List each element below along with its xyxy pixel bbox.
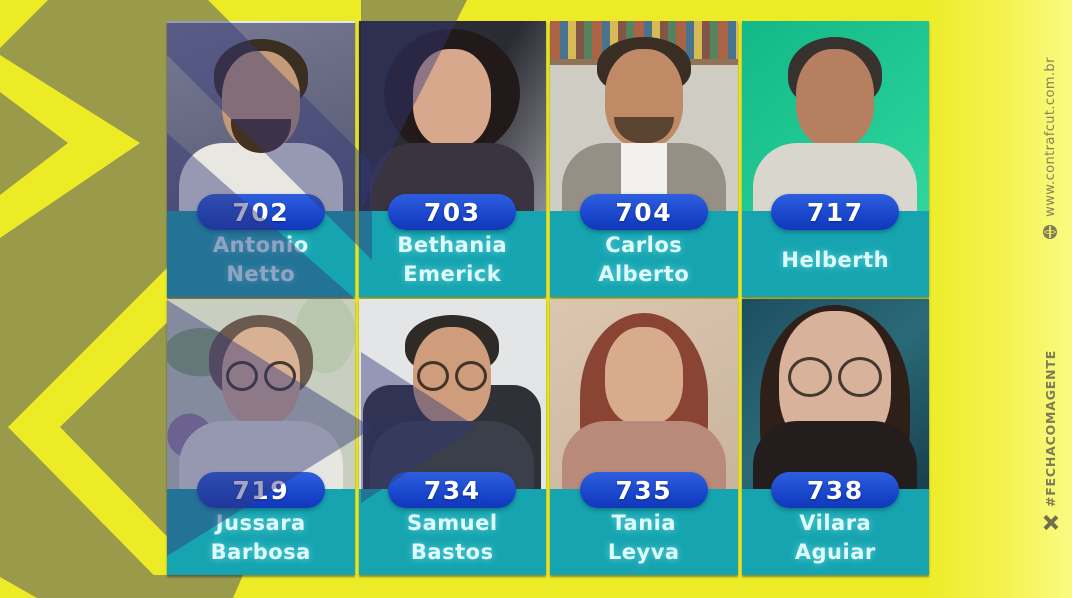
glasses-shape: [225, 361, 296, 391]
candidate-number: 702: [232, 197, 290, 227]
candidate-number: 738: [806, 475, 864, 505]
globe-icon: [1043, 224, 1057, 239]
candidate-photo: [741, 21, 929, 211]
candidate-name-line1: Jussara: [215, 511, 306, 535]
bb-chevron-pattern: [0, 0, 167, 598]
candidate-number-badge: 734: [388, 472, 517, 508]
candidate-name-line2: Alberto: [598, 262, 690, 286]
candidate-number-badge: 703: [388, 194, 517, 230]
candidate-name-line2: Leyva: [607, 540, 680, 564]
candidate-number: 719: [232, 475, 290, 505]
candidate-name-line1: Carlos: [605, 233, 683, 257]
candidate-card: Vilara Aguiar 738: [741, 299, 929, 575]
candidate-photo: [167, 299, 355, 489]
candidate-card: Antonio Netto 702: [167, 21, 355, 297]
candidate-photo: [167, 21, 355, 211]
candidate-name-line2: Bastos: [410, 540, 494, 564]
x-chevron-icon: [1043, 515, 1058, 530]
candidate-number-badge: 719: [196, 472, 325, 508]
candidate-name-line1: Helberth: [781, 247, 890, 272]
candidate-number-badge: 704: [579, 194, 708, 230]
candidate-photo: [741, 299, 929, 489]
candidate-card: Helberth 717: [741, 21, 929, 297]
candidate-number: 735: [615, 475, 673, 505]
candidate-name-line2: Barbosa: [210, 540, 311, 564]
face-shape: [413, 49, 492, 147]
candidate-card: Samuel Bastos 734: [358, 299, 546, 575]
candidate-card: Tania Leyva 735: [550, 299, 738, 575]
hashtag-caption: #FECHACOMAGENTE: [1040, 325, 1060, 555]
candidate-number: 704: [615, 197, 673, 227]
glasses-shape: [417, 361, 488, 391]
candidate-card: Bethania Emerick 703: [358, 21, 546, 297]
candidate-number-badge: 702: [196, 194, 325, 230]
candidate-name-line2: Aguiar: [794, 540, 876, 564]
glasses-shape: [788, 357, 883, 397]
candidate-number: 734: [423, 475, 481, 505]
candidate-name-line1: Vilara: [799, 511, 872, 535]
candidate-nameplate: Bethania Emerick: [358, 211, 546, 297]
candidate-photo: [358, 21, 546, 211]
candidate-name-line2: Netto: [226, 262, 296, 286]
candidate-number-badge: 735: [579, 472, 708, 508]
candidate-number-badge: 738: [771, 472, 900, 508]
candidate-number: 717: [806, 197, 864, 227]
candidate-name-line1: Antonio: [212, 233, 309, 257]
candidate-card: Carlos Alberto 704: [550, 21, 738, 297]
candidate-number: 703: [423, 197, 481, 227]
face-shape: [604, 327, 683, 425]
hashtag-text: #FECHACOMAGENTE: [1042, 349, 1058, 508]
candidate-nameplate: Antonio Netto: [167, 211, 355, 297]
candidate-name-line2: Emerick: [403, 262, 502, 286]
candidates-grid: Antonio Netto 702 Bethania Emerick 703: [167, 21, 929, 575]
candidate-photo: [550, 299, 738, 489]
candidate-card: Jussara Barbosa 719: [167, 299, 355, 575]
candidate-name-line1: Bethania: [397, 233, 508, 257]
face-shape: [796, 49, 875, 147]
candidate-number-badge: 717: [771, 194, 900, 230]
website-url: www.contrafcut.com.br: [1042, 57, 1058, 217]
candidate-name-line1: Tania: [611, 511, 677, 535]
website-caption: www.contrafcut.com.br: [1040, 48, 1060, 248]
candidate-photo: [358, 299, 546, 489]
candidate-name-line1: Samuel: [406, 511, 498, 535]
candidate-photo: [550, 21, 738, 211]
